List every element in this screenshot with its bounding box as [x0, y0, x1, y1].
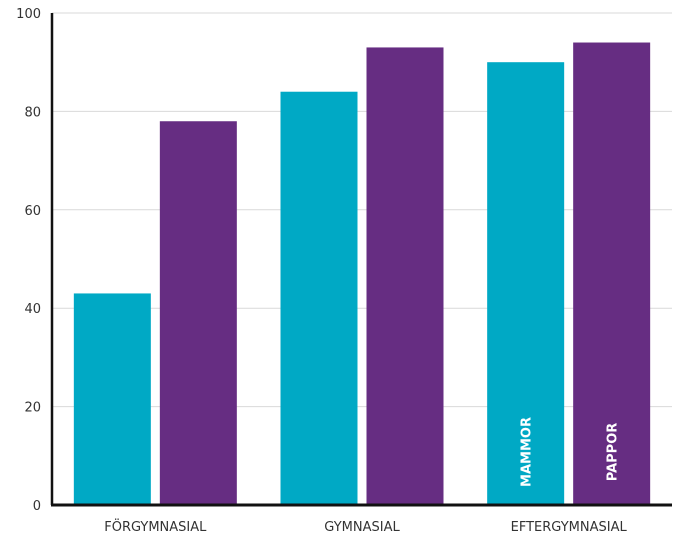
y-tick-label: 100: [16, 7, 41, 22]
y-tick-label: 40: [24, 302, 41, 317]
y-tick-label: 60: [24, 204, 41, 219]
x-category-label: GYMNASIAL: [324, 520, 400, 535]
bar-pappor-2: [573, 42, 651, 506]
bars: [73, 42, 651, 506]
y-axis-ticks: 0 20 40 60 80 100: [16, 7, 41, 514]
bar-series-labels: MAMMOR PAPPOR: [520, 417, 621, 487]
x-axis-categories: FÖRGYMNASIAL GYMNASIAL EFTERGYMNASIAL: [104, 518, 627, 535]
x-category-label: FÖRGYMNASIAL: [104, 518, 207, 535]
series-label-pappor: PAPPOR: [606, 423, 621, 482]
bar-pappor-0: [159, 121, 237, 506]
y-tick-label: 80: [24, 105, 41, 120]
series-label-mammor: MAMMOR: [520, 417, 535, 487]
bar-pappor-1: [366, 47, 444, 505]
y-tick-label: 20: [24, 401, 41, 416]
gridlines: [52, 12, 672, 408]
bar-mammor-1: [280, 91, 358, 505]
x-category-label: EFTERGYMNASIAL: [511, 520, 628, 535]
bar-mammor-0: [73, 293, 151, 505]
y-tick-label: 0: [33, 499, 41, 514]
bar-mammor-2: [487, 62, 565, 505]
